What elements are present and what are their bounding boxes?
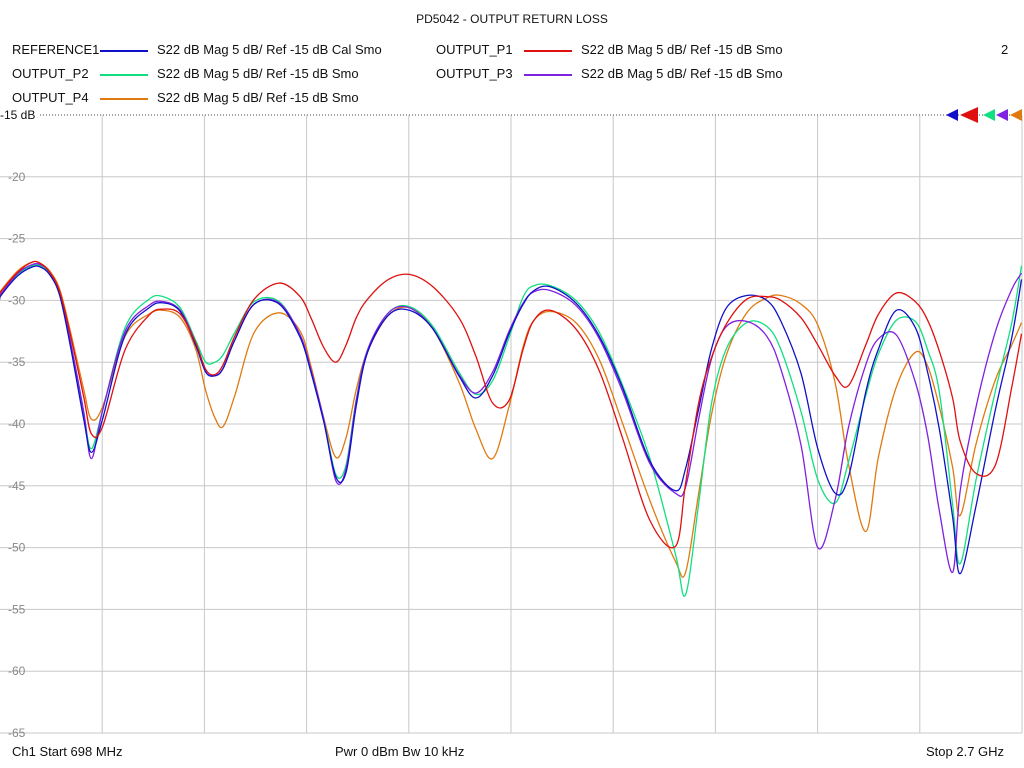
- y-tick-label: -15 dB: [0, 108, 35, 122]
- legend-name: REFERENCE1: [12, 42, 100, 57]
- chart-traces: [0, 260, 1023, 597]
- legend-desc: S22 dB Mag 5 dB/ Ref -15 dB Smo: [581, 42, 783, 57]
- footer-power-bandwidth: Pwr 0 dBm Bw 10 kHz: [335, 744, 465, 759]
- chart-title: PD5042 - OUTPUT RETURN LOSS: [416, 12, 608, 26]
- y-tick-label: -60: [8, 664, 26, 678]
- legend-swatch: [524, 74, 572, 76]
- y-tick-label: -65: [8, 726, 26, 740]
- legend-swatch: [100, 74, 148, 76]
- legend-name: OUTPUT_P4: [12, 90, 89, 105]
- legend-swatch: [100, 98, 148, 100]
- channel-number: 2: [1001, 42, 1009, 57]
- trace-output-p1: [0, 260, 1023, 549]
- legend-desc: S22 dB Mag 5 dB/ Ref -15 dB Smo: [157, 90, 359, 105]
- legend-name: OUTPUT_P1: [436, 42, 513, 57]
- legend-desc: S22 dB Mag 5 dB/ Ref -15 dB Cal Smo: [157, 42, 382, 57]
- y-tick-label: -50: [8, 541, 26, 555]
- footer-start: Ch1 Start 698 MHz: [12, 744, 123, 759]
- ref-marker-reference1: [946, 109, 958, 121]
- ref-marker-output-p4: [1010, 109, 1022, 121]
- y-tick-label: -20: [8, 170, 26, 184]
- chart-grid: [0, 114, 1023, 734]
- trace-output-p2: [0, 264, 1023, 597]
- legend-desc: S22 dB Mag 5 dB/ Ref -15 dB Smo: [581, 66, 783, 81]
- ref-markers: [946, 107, 1022, 123]
- trace-output-p4: [0, 260, 1023, 578]
- legend-swatch: [100, 50, 148, 52]
- legend-swatch: [524, 50, 572, 52]
- y-tick-label: -35: [8, 355, 26, 369]
- y-tick-label: -25: [8, 232, 26, 246]
- ref-marker-output-p1: [960, 107, 978, 123]
- trace-reference1: [0, 265, 1023, 575]
- y-tick-label: -40: [8, 417, 26, 431]
- legend-name: OUTPUT_P2: [12, 66, 89, 81]
- legend-desc: S22 dB Mag 5 dB/ Ref -15 dB Smo: [157, 66, 359, 81]
- y-tick-label: -55: [8, 602, 26, 616]
- footer-stop: Stop 2.7 GHz: [926, 744, 1005, 759]
- y-tick-label: -45: [8, 479, 26, 493]
- ref-marker-output-p2: [983, 109, 995, 121]
- y-axis-ticks: -15 dB -20 -25 -30 -35 -40 -45 -50 -55 -60 -65: [0, 108, 35, 740]
- trace-output-p3: [0, 262, 1023, 573]
- y-tick-label: -30: [8, 293, 26, 307]
- legend-name: OUTPUT_P3: [436, 66, 513, 81]
- ref-marker-output-p3: [996, 109, 1008, 121]
